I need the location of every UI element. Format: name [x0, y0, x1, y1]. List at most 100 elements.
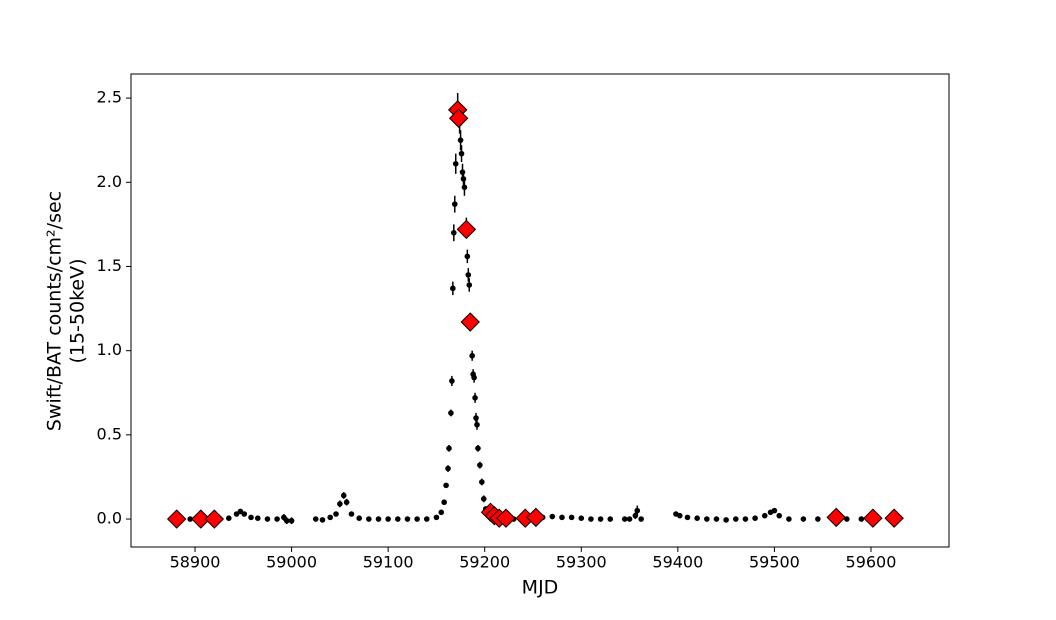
data-point	[450, 285, 456, 292]
y-tick-label: 2.0	[97, 172, 122, 191]
data-point	[771, 507, 778, 514]
data-point	[441, 499, 447, 506]
diamond-point	[526, 507, 546, 528]
data-point	[786, 516, 792, 522]
data-point	[445, 465, 451, 472]
diamond-point	[204, 509, 225, 529]
diamond-point	[166, 509, 187, 529]
diamond-point	[884, 508, 904, 528]
x-axis-label: MJD	[522, 577, 559, 599]
x-tick-label: 59500	[749, 553, 800, 572]
data-point	[858, 516, 865, 522]
diamond-point	[826, 507, 846, 528]
x-tick-label: 59200	[459, 553, 510, 572]
data-point	[448, 410, 454, 416]
data-point	[626, 516, 633, 522]
data-point	[471, 374, 477, 381]
data-point	[469, 352, 475, 359]
data-point	[607, 516, 614, 522]
data-point	[404, 516, 411, 522]
y-tick-label: 2.5	[97, 88, 122, 107]
data-point	[474, 421, 480, 428]
data-point	[752, 515, 758, 522]
data-point	[815, 516, 821, 522]
data-point	[742, 516, 749, 522]
data-point	[187, 516, 193, 522]
data-point	[248, 514, 254, 521]
diamond-point	[191, 509, 211, 529]
data-point	[676, 512, 683, 519]
data-point	[634, 507, 641, 514]
data-point	[274, 516, 280, 522]
data-point	[638, 516, 644, 522]
data-point	[761, 512, 768, 519]
data-point	[704, 516, 710, 522]
data-point	[312, 516, 319, 522]
data-point	[385, 516, 391, 522]
data-point	[800, 516, 807, 522]
data-point	[452, 160, 459, 167]
data-point	[319, 517, 326, 523]
diamond-point	[863, 508, 883, 528]
y-tick-label: 1.0	[97, 340, 122, 359]
data-point	[356, 515, 362, 522]
data-point	[464, 253, 471, 260]
data-point	[340, 492, 347, 499]
data-point	[375, 516, 382, 522]
data-point	[732, 516, 739, 522]
data-point	[457, 137, 464, 143]
data-point	[475, 445, 481, 452]
data-point	[472, 395, 478, 401]
data-point	[241, 511, 248, 517]
data-point	[480, 496, 487, 502]
x-tick-label: 59100	[363, 553, 414, 572]
data-point	[694, 515, 700, 522]
data-point	[684, 514, 691, 521]
data-point	[395, 516, 401, 522]
data-point	[438, 509, 445, 516]
diamond-point	[496, 508, 516, 528]
y-tick-label: 0.0	[97, 509, 122, 528]
data-point	[254, 515, 261, 522]
data-point	[348, 511, 355, 517]
data-point	[461, 184, 468, 191]
diamond-point	[448, 108, 469, 128]
data-point	[568, 514, 575, 521]
data-point	[458, 150, 465, 157]
data-point	[776, 512, 783, 519]
data-point	[477, 462, 483, 468]
x-tick-label: 59300	[556, 553, 607, 572]
data-point	[443, 482, 449, 489]
x-tick-label: 59400	[652, 553, 703, 572]
x-tick-label: 59000	[266, 553, 317, 572]
data-point	[451, 229, 457, 236]
data-point	[723, 517, 729, 523]
y-axis-label: (15-50keV)	[67, 258, 89, 363]
data-point	[264, 516, 271, 522]
data-point	[333, 511, 339, 517]
data-point	[327, 514, 334, 521]
data-point	[597, 516, 604, 522]
data-point	[559, 514, 565, 521]
data-point	[337, 501, 343, 507]
y-tick-label: 1.5	[97, 256, 122, 275]
data-point	[449, 378, 455, 384]
data-point	[414, 516, 420, 522]
data-point	[621, 516, 628, 522]
data-point	[366, 516, 372, 522]
x-tick-label: 58900	[170, 553, 221, 572]
data-point	[713, 516, 720, 522]
data-point	[446, 445, 452, 452]
data-point	[451, 201, 458, 207]
data-point	[288, 517, 295, 524]
data-point	[343, 499, 350, 506]
data-point	[423, 516, 430, 522]
data-point	[460, 176, 467, 182]
data-point	[578, 515, 585, 522]
y-axis-label: Swift/BAT counts/cm²/sec	[44, 191, 66, 431]
data-point	[433, 514, 440, 521]
data-point	[465, 272, 472, 278]
data-point	[479, 479, 485, 485]
data-point	[226, 515, 232, 522]
